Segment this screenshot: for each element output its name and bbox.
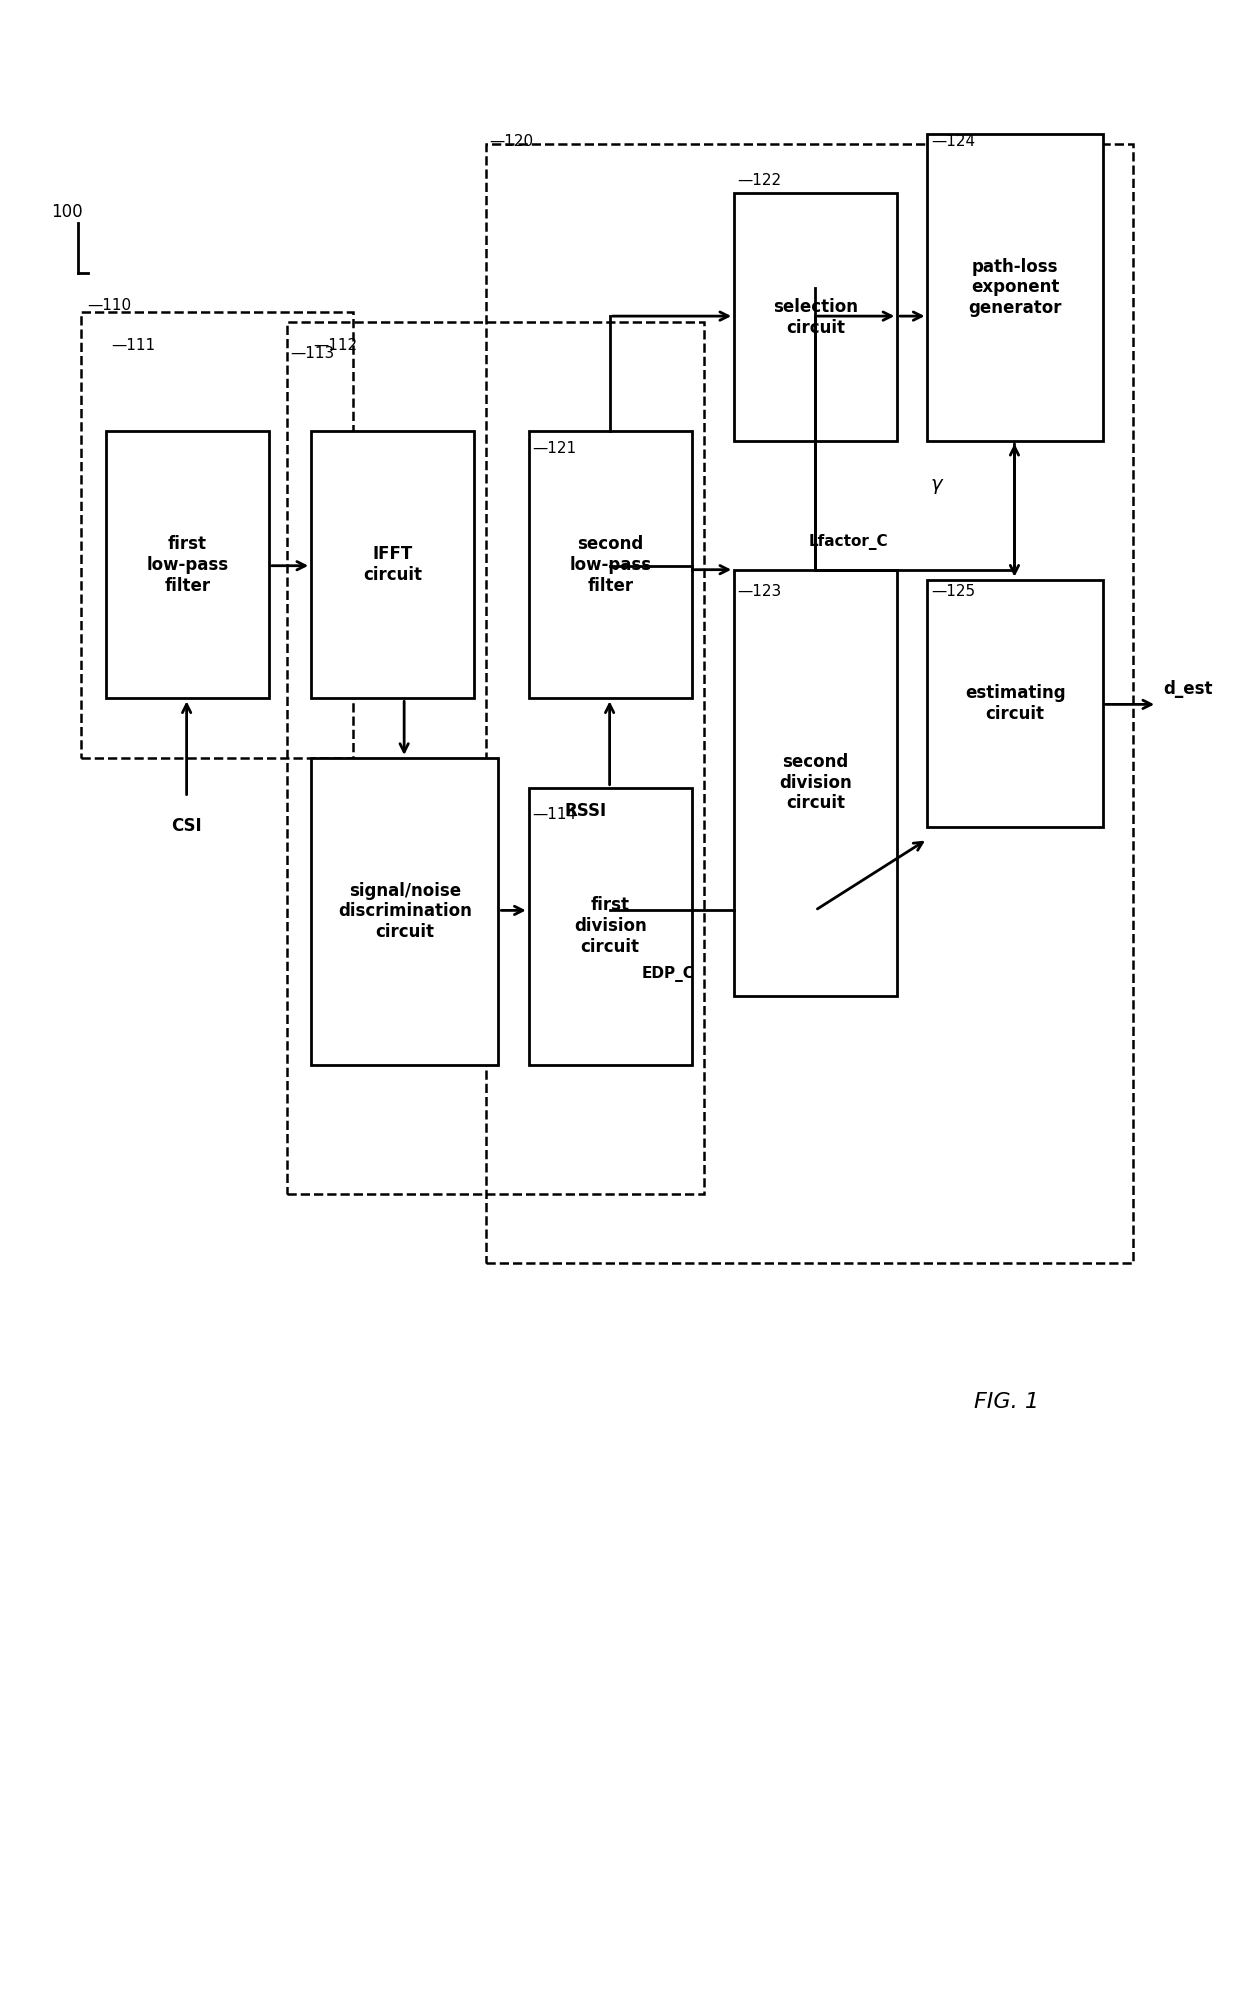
Text: —124: —124 (931, 135, 975, 149)
FancyBboxPatch shape (928, 135, 1102, 440)
Text: signal/noise
discrimination
circuit: signal/noise discrimination circuit (337, 881, 471, 941)
FancyBboxPatch shape (734, 193, 898, 440)
FancyBboxPatch shape (528, 430, 692, 698)
Text: —112: —112 (314, 338, 357, 352)
Text: —123: —123 (738, 583, 782, 599)
Text: —125: —125 (931, 583, 975, 599)
FancyBboxPatch shape (311, 758, 498, 1066)
Text: —122: —122 (738, 173, 782, 189)
Text: d_est: d_est (1163, 680, 1213, 698)
Text: —120: —120 (489, 135, 533, 149)
Text: first
low-pass
filter: first low-pass filter (146, 535, 228, 595)
Text: $\gamma$: $\gamma$ (930, 477, 945, 497)
Text: —113: —113 (290, 346, 335, 360)
Text: —111: —111 (112, 338, 156, 352)
Text: EDP_C: EDP_C (641, 965, 694, 981)
FancyBboxPatch shape (105, 430, 269, 698)
Text: —121: —121 (532, 440, 577, 456)
Text: IFFT
circuit: IFFT circuit (363, 545, 422, 583)
Text: Lfactor_C: Lfactor_C (808, 533, 889, 549)
Text: first
division
circuit: first division circuit (574, 897, 646, 955)
FancyBboxPatch shape (528, 788, 692, 1066)
FancyBboxPatch shape (928, 579, 1102, 827)
Text: second
low-pass
filter: second low-pass filter (569, 535, 651, 595)
Text: RSSI: RSSI (565, 802, 608, 820)
Text: 100: 100 (51, 203, 83, 221)
FancyBboxPatch shape (734, 569, 898, 995)
Text: —114: —114 (532, 806, 577, 822)
Text: estimating
circuit: estimating circuit (965, 684, 1065, 722)
Text: path-loss
exponent
generator: path-loss exponent generator (968, 257, 1061, 318)
Text: second
division
circuit: second division circuit (779, 752, 852, 812)
Text: CSI: CSI (171, 816, 202, 835)
Text: —110: —110 (88, 298, 131, 314)
Text: FIG. 1: FIG. 1 (973, 1392, 1039, 1412)
FancyBboxPatch shape (311, 430, 474, 698)
Text: selection
circuit: selection circuit (774, 298, 858, 336)
